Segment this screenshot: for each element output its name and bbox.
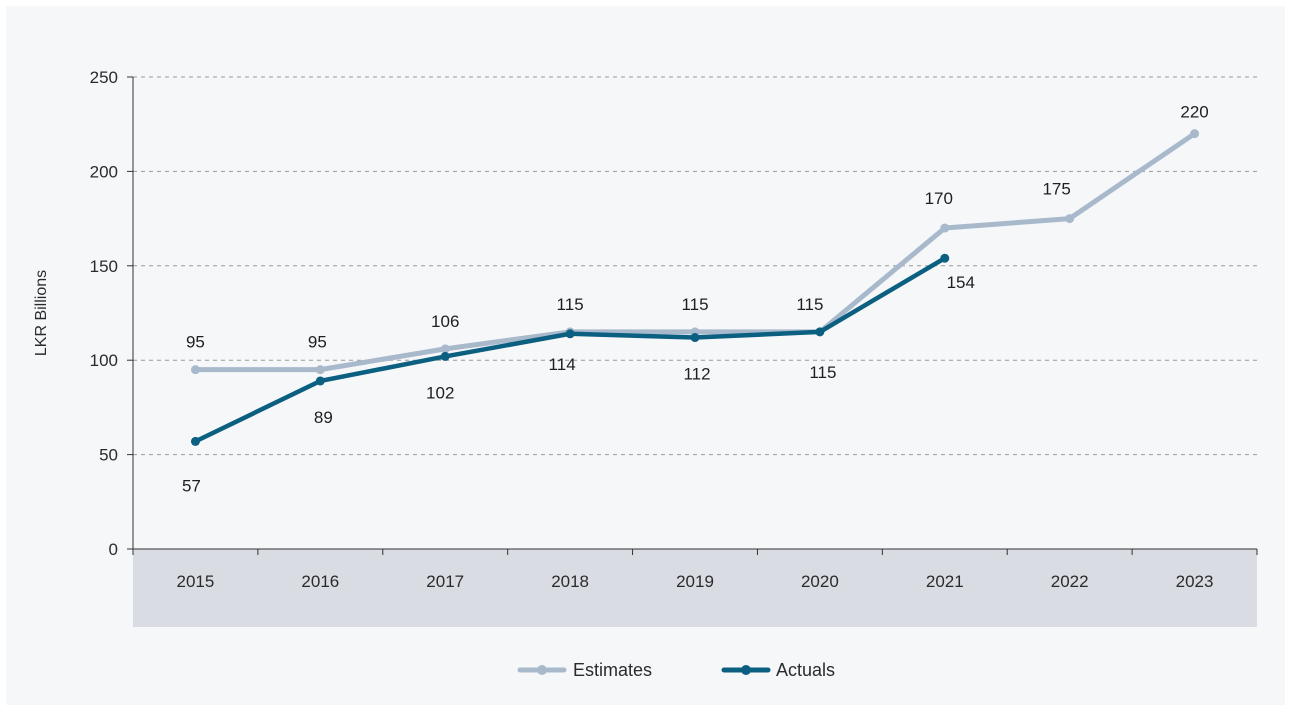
data-point-estimates [440,344,450,354]
data-point-estimates [315,365,325,375]
data-point-actuals [565,329,575,339]
data-labels: 95 95 106 115 115 115 170 175 220 57 89 102 114 112 11… [182,103,1209,496]
data-point-actuals [940,253,950,263]
data-label-actuals: 112 [683,365,710,384]
data-label-actuals: 114 [549,355,576,374]
series-layer [190,129,1200,446]
data-label-estimates: 95 [186,333,205,352]
legend: Estimates Actuals [517,660,835,680]
data-label-estimates: 115 [557,295,584,314]
data-label-estimates: 95 [308,333,327,352]
data-label-actuals: 57 [182,476,201,495]
legend-marker-estimates [537,665,547,675]
legend-label-actuals: Actuals [776,660,835,680]
legend-label-estimates: Estimates [573,660,652,680]
data-point-actuals [315,376,325,386]
data-point-actuals [190,436,200,446]
data-point-actuals [815,327,825,337]
y-tick-label: 0 [109,540,118,559]
x-tick-label: 2018 [551,572,589,591]
legend-marker-actuals [741,665,751,675]
data-label-estimates: 170 [925,189,953,208]
data-label-actuals: 89 [314,408,333,427]
x-axis-band [133,549,1257,627]
data-label-actuals: 154 [947,273,975,292]
x-tick-label: 2021 [926,572,964,591]
data-label-estimates: 106 [431,312,459,331]
data-label-estimates: 175 [1042,180,1070,199]
data-label-actuals: 115 [809,363,836,382]
data-point-estimates [190,365,200,375]
data-label-estimates: 115 [681,295,708,314]
data-point-actuals [440,351,450,361]
x-tick-label: 2015 [177,572,215,591]
y-tick-label: 50 [99,446,118,465]
x-tick-label: 2020 [801,572,839,591]
data-point-actuals [690,333,700,343]
y-axis-title: LKR Billions [33,270,50,356]
data-label-estimates: 115 [796,295,823,314]
y-tick-label: 100 [90,351,118,370]
data-point-estimates [1065,214,1075,224]
gridlines [133,76,1257,456]
x-tick-label: 2019 [676,572,714,591]
x-tick-label: 2023 [1176,572,1214,591]
data-label-actuals: 102 [426,383,454,402]
x-tick-label: 2022 [1051,572,1089,591]
x-tick-label: 2017 [426,572,464,591]
y-tick-label: 200 [90,162,118,181]
y-tick-label: 250 [90,68,118,87]
axes: 0 50 100 150 200 250 2015 2016 2017 2018 2019 2020 2… [90,68,1258,591]
data-point-estimates [1190,129,1200,139]
x-tick-label: 2016 [301,572,339,591]
y-tick-label: 150 [90,257,118,276]
data-label-estimates: 220 [1180,103,1208,122]
data-point-estimates [940,223,950,233]
